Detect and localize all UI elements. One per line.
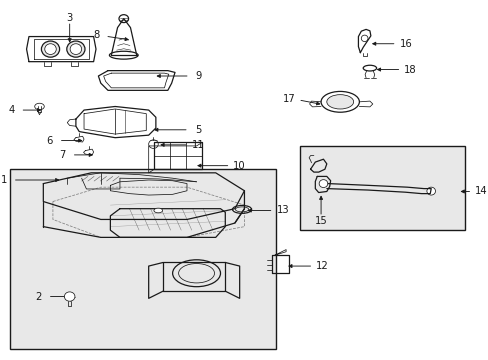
Text: 11: 11 (191, 140, 204, 150)
Ellipse shape (148, 140, 158, 148)
Ellipse shape (172, 260, 220, 287)
Text: 7: 7 (59, 150, 65, 160)
Text: 16: 16 (399, 39, 411, 49)
Ellipse shape (235, 207, 248, 212)
Text: 10: 10 (233, 161, 245, 171)
Ellipse shape (326, 95, 353, 109)
Ellipse shape (154, 208, 162, 213)
Text: 17: 17 (283, 94, 295, 104)
Ellipse shape (426, 187, 435, 195)
Ellipse shape (119, 15, 128, 23)
Text: 8: 8 (93, 30, 99, 40)
Text: 15: 15 (314, 216, 327, 225)
Text: 9: 9 (195, 71, 202, 81)
Text: 1: 1 (0, 175, 7, 185)
Ellipse shape (178, 264, 214, 283)
Ellipse shape (319, 180, 327, 188)
Text: 2: 2 (35, 292, 41, 302)
Text: 12: 12 (315, 261, 328, 271)
Text: 5: 5 (194, 125, 201, 135)
Bar (299, 146, 464, 230)
Text: 14: 14 (474, 186, 487, 197)
Bar (10, 169, 275, 348)
Ellipse shape (64, 292, 75, 301)
Ellipse shape (67, 41, 85, 57)
Ellipse shape (321, 91, 359, 112)
Text: 4: 4 (8, 105, 14, 115)
Text: 6: 6 (46, 136, 53, 145)
Ellipse shape (361, 35, 367, 41)
Text: 13: 13 (276, 206, 288, 216)
Text: 18: 18 (404, 64, 416, 75)
Ellipse shape (363, 65, 376, 71)
Ellipse shape (35, 103, 44, 110)
Text: 3: 3 (66, 13, 73, 23)
Ellipse shape (232, 206, 251, 213)
Ellipse shape (70, 44, 81, 54)
Ellipse shape (41, 41, 60, 57)
Ellipse shape (109, 51, 138, 59)
Ellipse shape (45, 44, 56, 54)
